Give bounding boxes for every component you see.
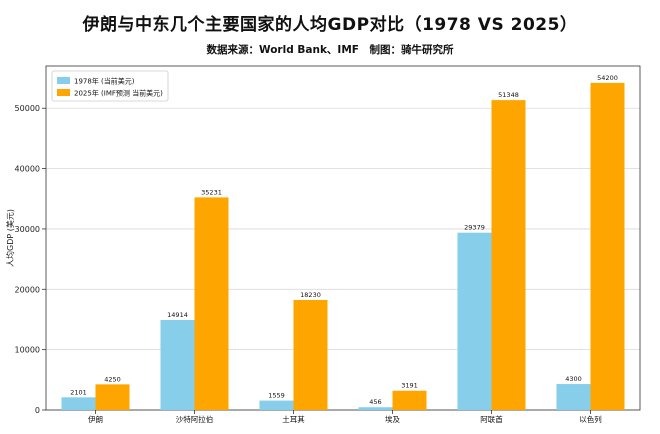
bar-series-2025 — [590, 82, 625, 410]
y-tick-label: 10000 — [15, 346, 40, 355]
data-label: 51348 — [498, 91, 519, 99]
plot-frame — [45, 65, 641, 411]
bar-series-2025 — [392, 390, 427, 410]
y-tick-label: 0 — [35, 406, 40, 415]
legend-label: 2025年 (IMF预测 当前美元) — [74, 89, 163, 98]
data-label: 54200 — [597, 74, 618, 82]
x-tick-label: 伊朗 — [88, 414, 103, 424]
bar-series-2025 — [293, 299, 328, 410]
data-label: 4300 — [565, 375, 582, 383]
y-tick-label: 50000 — [15, 104, 40, 113]
data-label: 1559 — [268, 392, 285, 400]
bar-series-2025 — [95, 384, 130, 410]
chart-title: 伊朗与中东几个主要国家的人均GDP对比（1978 VS 2025） — [82, 15, 578, 35]
x-tick-label: 阿联酋 — [480, 414, 503, 424]
legend-swatch — [57, 89, 70, 96]
data-label: 4250 — [104, 375, 121, 383]
x-tick-label: 以色列 — [579, 414, 602, 424]
bar-series-1978 — [556, 384, 591, 410]
data-label: 35231 — [201, 188, 222, 196]
bar-series-1978 — [61, 397, 96, 410]
legend-swatch — [57, 77, 70, 84]
y-tick-label: 40000 — [15, 165, 40, 174]
data-label: 456 — [369, 398, 381, 406]
data-label: 3191 — [401, 382, 418, 390]
bar-series-2025 — [194, 197, 229, 410]
bar-series-1978 — [457, 232, 492, 410]
y-tick-label: 30000 — [15, 225, 40, 234]
legend-label: 1978年 (当前美元) — [74, 77, 135, 86]
bar-series-1978 — [259, 400, 294, 410]
y-tick-label: 20000 — [15, 285, 40, 294]
bar-series-1978 — [160, 319, 195, 410]
bar-series-1978 — [358, 407, 393, 410]
data-label: 29379 — [464, 224, 485, 232]
x-tick-label: 沙特阿拉伯 — [176, 414, 214, 424]
x-tick-label: 埃及 — [385, 414, 400, 424]
bar-series-2025 — [491, 100, 526, 410]
y-axis-label: 人均GDP (美元) — [5, 209, 15, 267]
legend-box — [51, 70, 169, 102]
chart-subtitle: 数据来源：World Bank、IMF 制图：骑牛研究所 — [206, 44, 454, 56]
data-label: 14914 — [167, 311, 188, 319]
data-label: 18230 — [300, 291, 321, 299]
data-label: 2101 — [70, 388, 87, 396]
x-tick-label: 土耳其 — [282, 414, 305, 424]
